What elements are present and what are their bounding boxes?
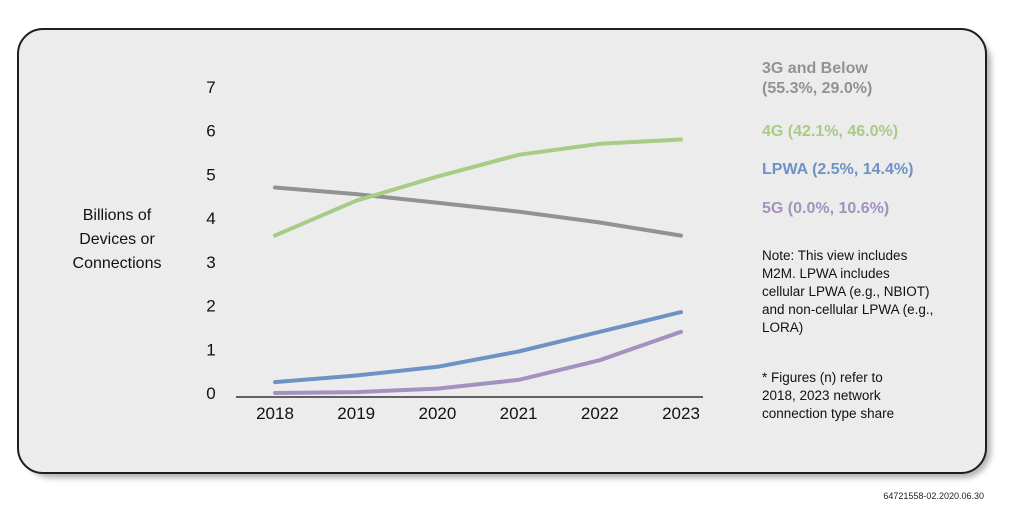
legend-entry-5g: 5G (0.0%, 10.6%) <box>762 200 890 217</box>
footnote: * Figures (n) refer to 2018, 2023 networ… <box>762 369 962 423</box>
note-line: LORA) <box>762 320 804 335</box>
chart-card <box>17 28 987 474</box>
legend-entry-lpwa: LPWA (2.5%, 14.4%) <box>762 161 914 178</box>
y-axis-ticks: 0 1 2 3 4 5 6 7 <box>206 78 215 403</box>
x-tick-label: 2022 <box>581 404 619 423</box>
y-axis-label: Billions of Devices or Connections <box>52 204 182 276</box>
x-axis-ticks: 2018 2019 2020 2021 2022 2023 <box>256 404 700 423</box>
series-line-0 <box>273 185 683 238</box>
y-tick-label: 1 <box>206 340 215 359</box>
series-line-3 <box>273 329 683 395</box>
document-id: 64721558-02.2020.06.30 <box>883 491 984 501</box>
y-axis-label-line: Devices or <box>79 231 155 248</box>
y-tick-label: 3 <box>206 253 215 272</box>
x-tick-label: 2023 <box>662 404 700 423</box>
y-tick-label: 6 <box>206 122 215 141</box>
y-tick-label: 0 <box>206 384 215 403</box>
note: Note: This view includes M2M. LPWA inclu… <box>762 247 962 337</box>
series-lines <box>273 137 683 395</box>
series-line-1 <box>273 137 683 238</box>
x-tick-label: 2021 <box>500 404 538 423</box>
footnote-line: 2018, 2023 network <box>762 388 881 403</box>
legend-entry-4g: 4G (42.1%, 46.0%) <box>762 123 899 140</box>
legend-entry-3g: 3G and Below (55.3%, 29.0%) <box>762 60 873 97</box>
note-line: and non-cellular LPWA (e.g., <box>762 302 934 317</box>
y-axis-label-line: Billions of <box>82 207 152 224</box>
y-axis-label-line: Connections <box>72 255 162 272</box>
footnote-line: connection type share <box>762 406 895 421</box>
y-tick-label: 4 <box>206 209 215 228</box>
x-tick-label: 2018 <box>256 404 294 423</box>
y-tick-label: 2 <box>206 297 215 316</box>
series-line-2 <box>273 310 683 385</box>
y-tick-label: 7 <box>206 78 215 97</box>
note-line: cellular LPWA (e.g., NBIOT) <box>762 284 930 299</box>
y-tick-label: 5 <box>206 165 215 184</box>
footnote-line: * Figures (n) refer to <box>762 370 883 385</box>
x-tick-label: 2020 <box>418 404 456 423</box>
x-tick-label: 2019 <box>337 404 375 423</box>
note-line: Note: This view includes <box>762 248 908 263</box>
note-line: M2M. LPWA includes <box>762 266 890 281</box>
